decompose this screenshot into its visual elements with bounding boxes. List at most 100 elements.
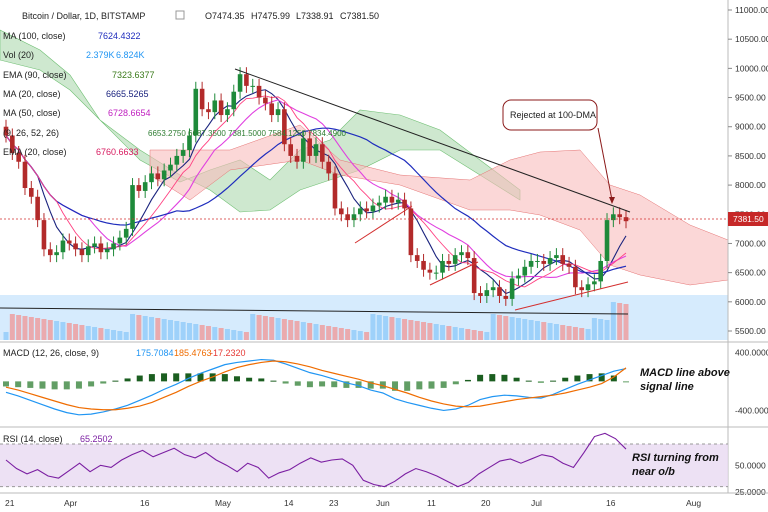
candle-body — [29, 188, 34, 197]
volume-bar — [193, 324, 199, 340]
time-tick-label: 16 — [140, 498, 150, 508]
volume-bar — [111, 330, 117, 340]
macd-histogram-bar — [75, 381, 82, 389]
indicator-ma20-name[interactable]: MA (20, close) — [3, 89, 61, 99]
volume-bar — [383, 316, 389, 340]
volume-bar — [598, 319, 604, 340]
candle-body — [414, 255, 420, 261]
volume-bar — [47, 320, 53, 340]
macd-histogram-bar — [148, 374, 155, 382]
candle-body — [339, 208, 344, 215]
time-tick-label: 23 — [329, 498, 339, 508]
indicator-ichimoku-name[interactable]: (9, 26, 52, 26) — [3, 128, 59, 138]
volume-bar — [591, 318, 597, 340]
candle-body — [617, 214, 622, 218]
candle-body — [408, 208, 414, 256]
price-tick-label: 10000.00 — [735, 63, 768, 73]
macd-histogram-bar — [416, 381, 423, 390]
candle-body — [168, 164, 173, 171]
volume-bar — [522, 319, 528, 340]
volume-bar — [85, 326, 91, 340]
candle-body — [465, 252, 471, 259]
volume-bar — [376, 315, 382, 340]
candle-body — [98, 243, 104, 253]
candlesticks[interactable] — [3, 67, 629, 306]
settings-icon[interactable] — [175, 10, 185, 20]
flag-trendline — [354, 205, 413, 244]
candle-body — [187, 135, 192, 151]
volume-bar — [199, 325, 205, 340]
volume-bar — [269, 317, 275, 340]
candle-body — [351, 214, 357, 221]
volume-bar — [560, 325, 566, 340]
candle-body — [566, 263, 572, 267]
rsi-line — [5, 432, 627, 488]
candle-body — [611, 214, 616, 221]
candle-body — [509, 278, 515, 299]
candle-body — [10, 135, 15, 153]
indicator-vol-value2: 6.824K — [116, 50, 145, 60]
indicator-ema20-name[interactable]: EMA (20, close) — [3, 147, 67, 157]
volume-bar — [281, 319, 287, 340]
rsi-panel: 50.0000 25.0000 — [0, 432, 766, 497]
ma50-line — [5, 99, 627, 278]
volume-bar — [351, 330, 357, 340]
candle-body — [471, 258, 477, 294]
ma100-line — [5, 127, 627, 275]
price-tick-label: 6500.00 — [735, 268, 766, 278]
macd-note-2: signal line — [640, 381, 694, 393]
macd-histogram-bar — [221, 374, 228, 382]
rsi-tick-label: 50.0000 — [735, 460, 766, 470]
volume-bar — [585, 329, 591, 340]
macd-histogram-bar — [464, 379, 471, 382]
candle-body — [149, 173, 154, 183]
volume-bar — [275, 318, 281, 340]
indicator-ema90-name[interactable]: EMA (90, close) — [3, 70, 67, 80]
candle-body — [225, 109, 230, 116]
support-line — [0, 307, 629, 315]
volume-bar — [477, 331, 483, 340]
volume-bar — [496, 315, 502, 340]
volume-bar — [212, 327, 218, 340]
volume-bar — [452, 327, 458, 340]
volume-bar — [79, 325, 85, 340]
volume-bar — [243, 332, 249, 340]
indicator-vol-name[interactable]: Vol (20) — [3, 50, 34, 60]
time-tick-label: Jul — [531, 498, 542, 508]
volume-bar — [402, 319, 408, 340]
candle-body — [585, 284, 591, 291]
volume-bar — [389, 317, 395, 340]
indicator-ma100-value: 7624.4322 — [98, 31, 141, 41]
candle-body — [35, 196, 40, 221]
indicator-ma100-name[interactable]: MA (100, close) — [3, 31, 66, 41]
volume-bar — [515, 318, 521, 340]
volume-bar — [440, 325, 446, 340]
volume-bar — [566, 326, 572, 340]
rsi-title[interactable]: RSI (14, close) — [3, 434, 63, 444]
indicator-ma50-name[interactable]: MA (50, close) — [3, 108, 61, 118]
macd-histogram-bar — [501, 374, 508, 382]
volume-bar — [224, 329, 230, 340]
candle-body — [446, 260, 452, 264]
candle-body — [193, 88, 199, 136]
macd-histogram-bar — [477, 374, 484, 382]
macd-histogram-bar — [404, 381, 411, 391]
macd-title[interactable]: MACD (12, 26, close, 9) — [3, 348, 99, 358]
volume-bar — [231, 330, 237, 340]
candle-body — [554, 255, 559, 259]
volume-bar — [98, 328, 104, 340]
candle-body — [313, 144, 319, 156]
candle-body — [503, 295, 509, 299]
volume-bar — [338, 328, 344, 340]
macd-histogram-bar — [379, 381, 386, 389]
candle-body — [269, 103, 275, 116]
volume-bar — [332, 327, 338, 340]
volume-bar — [509, 317, 515, 340]
candle-body — [389, 196, 395, 203]
time-tick-label: Apr — [64, 498, 77, 508]
macd-histogram-bar — [550, 380, 557, 382]
macd-value-1: 175.7084 — [136, 348, 174, 358]
volume-bar — [218, 328, 224, 340]
volume-bar — [528, 320, 534, 340]
volume-bar — [35, 318, 41, 340]
